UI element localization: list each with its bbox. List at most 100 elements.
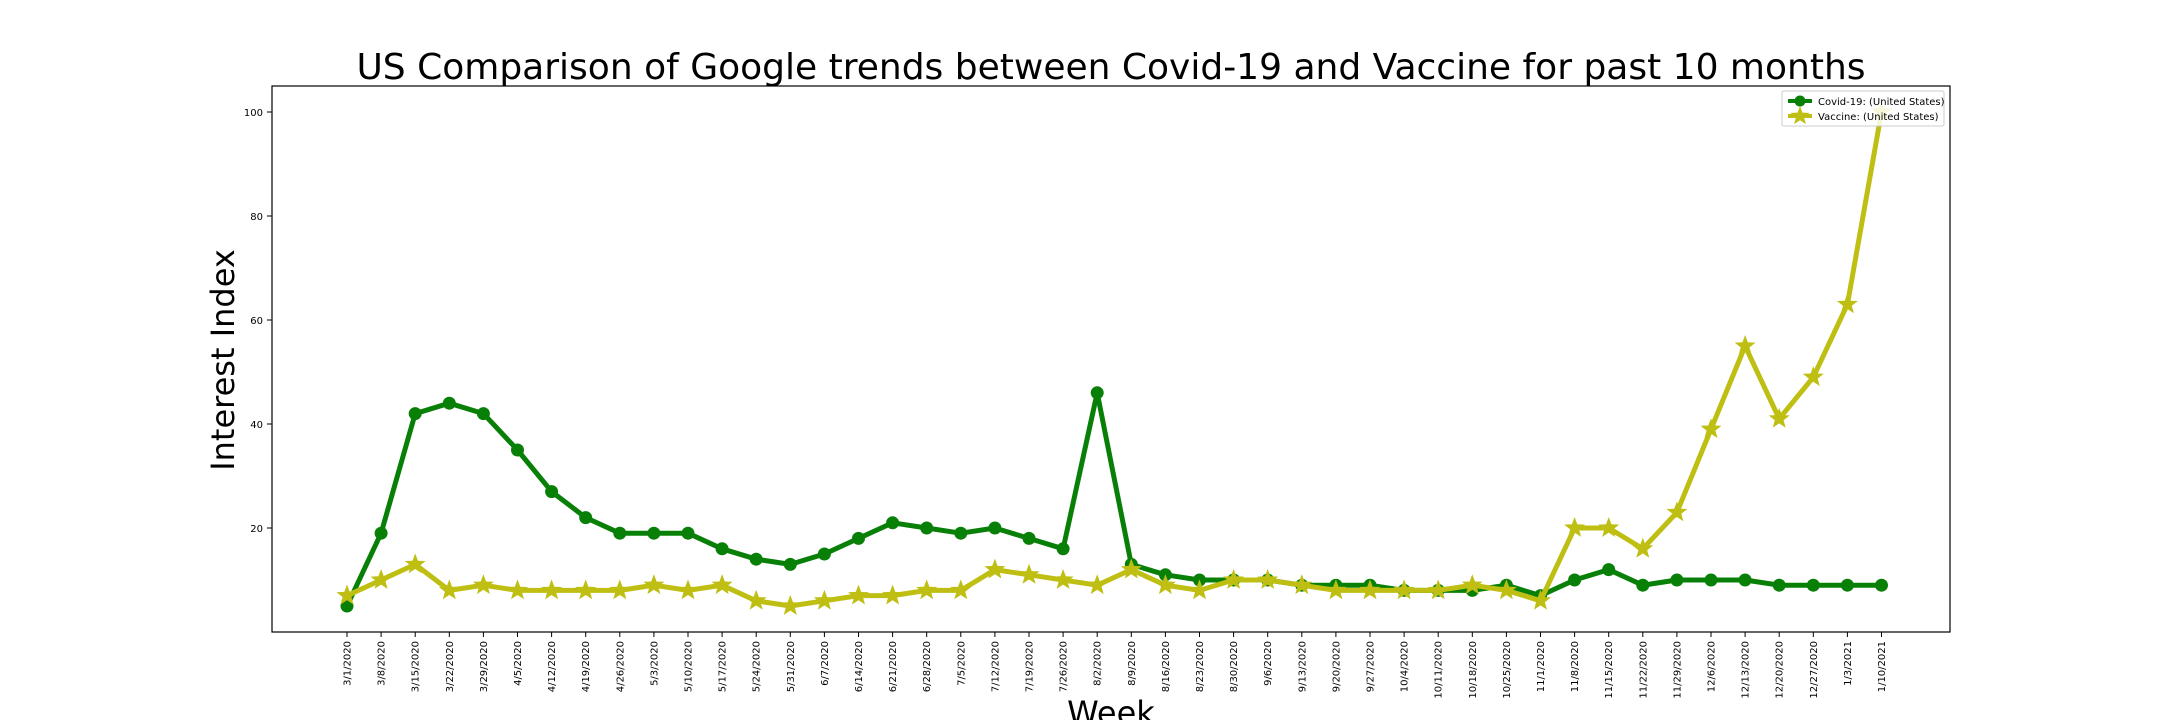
x-tick-label: 1/3/2021	[1843, 641, 1854, 686]
y-axis: 20 40 60 80 100	[244, 108, 272, 535]
data-point	[916, 579, 938, 600]
y-tick-label: 20	[250, 524, 263, 535]
x-tick-label: 12/27/2020	[1809, 641, 1820, 699]
legend-item: Vaccine: (United States)	[1788, 106, 1939, 125]
data-point	[1568, 573, 1582, 587]
chart-title: US Comparison of Google trends between C…	[356, 47, 1865, 88]
x-tick-label: 6/21/2020	[888, 641, 899, 692]
data-point	[950, 579, 972, 600]
data-point	[1120, 558, 1142, 579]
data-point	[882, 584, 904, 605]
x-tick-label: 7/19/2020	[1025, 641, 1036, 692]
data-point	[613, 526, 627, 540]
x-tick-label: 11/1/2020	[1536, 641, 1547, 692]
legend-label: Vaccine: (United States)	[1818, 112, 1939, 123]
plot-area-frame	[271, 85, 1951, 633]
data-point	[1018, 563, 1040, 584]
data-point	[1632, 537, 1654, 558]
data-point	[817, 547, 831, 561]
data-point	[1704, 573, 1718, 587]
x-tick-label: 7/26/2020	[1059, 641, 1070, 692]
series-layer	[336, 101, 1892, 615]
data-point	[1768, 407, 1790, 428]
data-point	[954, 526, 968, 540]
x-tick-label: 9/20/2020	[1331, 641, 1342, 692]
data-point	[749, 552, 763, 566]
legend-marker	[1790, 106, 1810, 125]
data-point	[1495, 579, 1517, 600]
x-tick-label: 7/12/2020	[990, 641, 1001, 692]
x-tick-label: 3/15/2020	[411, 641, 422, 692]
x-tick-label: 11/15/2020	[1604, 641, 1615, 699]
data-point	[643, 574, 665, 595]
x-tick-label: 9/27/2020	[1366, 641, 1377, 692]
x-tick-label: 4/12/2020	[547, 641, 558, 692]
x-tick-label: 3/1/2020	[343, 641, 354, 686]
legend-marker	[1794, 95, 1806, 107]
data-point	[408, 407, 422, 421]
x-tick-label: 8/30/2020	[1229, 641, 1240, 692]
data-point	[1636, 578, 1650, 592]
data-point	[984, 558, 1006, 579]
x-tick-label: 4/26/2020	[615, 641, 626, 692]
x-tick-label: 1/10/2021	[1877, 641, 1888, 692]
data-point	[1700, 418, 1722, 439]
data-point	[711, 574, 733, 595]
data-point	[1393, 579, 1415, 600]
x-tick-label: 9/13/2020	[1297, 641, 1308, 692]
data-point	[541, 579, 563, 600]
data-point	[1223, 569, 1245, 589]
x-tick-label: 3/8/2020	[377, 641, 388, 686]
data-point	[1461, 574, 1483, 595]
data-point	[1734, 335, 1756, 355]
data-point	[677, 579, 699, 600]
data-point	[1598, 517, 1620, 537]
data-point	[1530, 589, 1551, 610]
y-tick-label: 40	[250, 420, 263, 431]
data-point	[1090, 386, 1104, 400]
x-tick-label: 5/10/2020	[684, 641, 695, 692]
data-point	[1291, 574, 1313, 595]
data-point	[745, 589, 767, 610]
data-point	[1738, 573, 1752, 587]
data-point	[507, 579, 528, 600]
y-tick-label: 100	[244, 108, 263, 119]
data-point	[1086, 574, 1108, 595]
x-tick-label: 3/22/2020	[445, 641, 456, 692]
data-point	[1257, 569, 1279, 589]
data-point	[1359, 579, 1381, 600]
data-point	[404, 553, 426, 574]
data-point	[336, 584, 358, 605]
data-point	[1022, 531, 1036, 545]
data-point	[575, 579, 597, 600]
data-point	[1875, 578, 1888, 592]
x-tick-label: 11/8/2020	[1570, 641, 1581, 692]
data-point	[988, 521, 1002, 535]
x-tick-label: 11/22/2020	[1638, 641, 1649, 699]
data-point	[442, 396, 456, 410]
y-tick-label: 60	[250, 316, 263, 327]
series-line	[344, 109, 1884, 609]
data-point	[1840, 578, 1854, 592]
x-tick-label: 8/23/2020	[1195, 641, 1206, 692]
x-tick-label: 5/31/2020	[786, 641, 797, 692]
x-tick-label: 5/17/2020	[718, 641, 729, 692]
data-point	[1772, 578, 1786, 592]
data-point	[1427, 579, 1449, 600]
data-point	[1052, 569, 1074, 589]
data-point	[1802, 366, 1824, 387]
x-tick-label: 6/7/2020	[820, 641, 831, 686]
x-tick-label: 11/29/2020	[1672, 641, 1683, 699]
data-point	[1154, 574, 1176, 595]
data-point	[545, 485, 559, 499]
legend: Covid-19: (United States) Vaccine: (Unite…	[1781, 90, 1945, 127]
legend-frame	[1781, 90, 1945, 127]
legend-label: Covid-19: (United States)	[1818, 97, 1945, 108]
x-tick-label: 12/13/2020	[1741, 641, 1752, 699]
data-point	[715, 542, 729, 556]
data-point	[813, 589, 835, 610]
x-tick-label: 10/25/2020	[1502, 641, 1513, 699]
data-point	[779, 595, 801, 615]
x-tick-label: 4/19/2020	[581, 641, 592, 692]
